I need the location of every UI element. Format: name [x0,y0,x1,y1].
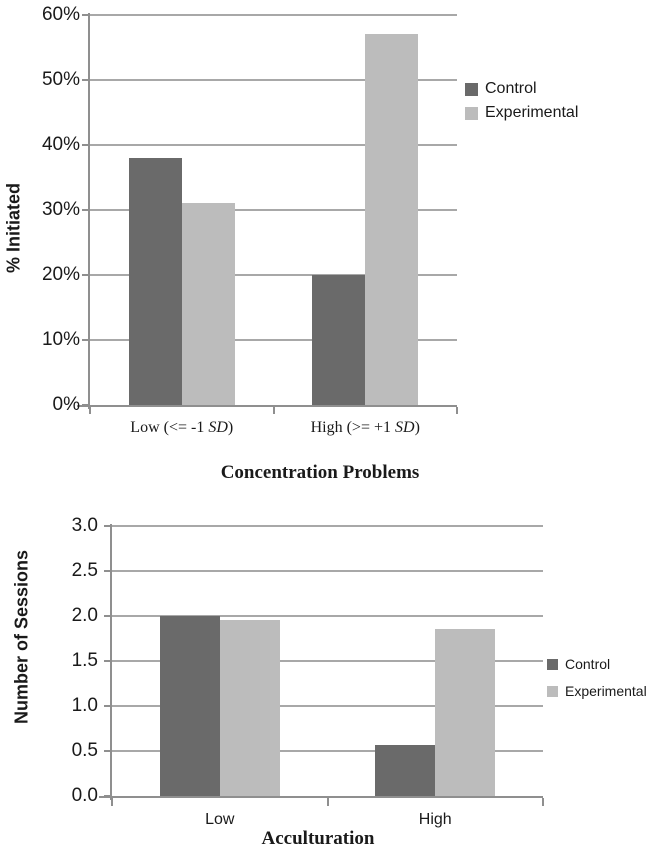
y-tick-mark [104,615,112,617]
legend-swatch-control [547,658,558,670]
legend-label-experimental: Experimental [565,683,647,699]
x-tick-mark [111,798,113,806]
y-tick-mark [82,274,90,276]
y-tick-label: 0.5 [71,740,98,761]
x-tick-mark [272,407,275,414]
y-tick-label: 50% [41,69,80,90]
legend-item-experimental: Experimental [465,104,578,122]
y-tick-label: 2.5 [71,560,98,581]
gridline [112,525,543,527]
bar-control-high-1-sd [312,275,365,405]
x-axis-line [77,405,457,407]
x-category-label: High (>= +1 SD) [310,419,420,436]
y-tick-label: 3.0 [71,515,98,536]
bar-experimental-high-1-sd [365,34,418,405]
bar-control-low [160,616,220,796]
y-tick-mark [82,14,90,16]
bar-control-high [375,745,435,796]
y-tick-mark [82,79,90,81]
y-tick-label: 60% [41,4,80,25]
bar-control-low-1-sd [129,158,182,405]
y-tick-mark [104,660,112,662]
x-category-label: High [418,811,452,828]
legend-swatch-experimental [547,685,558,697]
y-tick-mark [104,525,112,527]
y-tick-label: 1.0 [71,695,98,716]
y-tick-label: 40% [41,134,80,155]
y-tick-label: 2.0 [71,605,98,626]
y-tick-label: 0.0 [71,785,98,806]
y-axis-title: Number of Sessions [11,549,32,725]
x-axis-title: Acculturation [261,828,375,849]
x-tick-mark [326,798,329,806]
y-tick-mark [82,209,90,211]
x-category-label: Low (<= -1 SD) [130,419,234,436]
gridline [90,209,457,211]
x-axis-line [99,796,543,798]
legend-item-experimental: Experimental [547,683,647,699]
x-axis-title: Concentration Problems [220,462,420,483]
y-tick-label: 1.5 [71,650,98,671]
y-tick-label: 30% [41,199,80,220]
gridline [90,79,457,81]
bar-experimental-low-1-sd [182,203,235,405]
x-tick-mark [456,407,458,414]
x-tick-mark [89,407,91,414]
y-tick-label: 10% [41,329,80,350]
bar-experimental-high [435,629,495,796]
gridline [90,14,457,16]
gridline [112,660,543,662]
gridline [112,750,543,752]
legend-label-control: Control [485,80,537,97]
gridline [112,615,543,617]
legend-label-control: Control [565,656,611,672]
y-axis-line [88,13,90,409]
y-tick-mark [104,570,112,572]
y-axis-line [110,524,112,800]
legend-item-control: Control [465,80,537,98]
y-tick-mark [82,339,90,341]
gridline [90,339,457,341]
y-tick-mark [82,144,90,146]
gridline [112,570,543,572]
legend-swatch-experimental [465,106,478,120]
legend-swatch-control [465,82,478,96]
y-tick-mark [104,750,112,752]
gridline [90,274,457,276]
y-tick-label: 20% [41,264,80,285]
x-category-label: Low [205,811,235,828]
bar-experimental-low [220,620,280,796]
gridline [90,144,457,146]
y-tick-mark [104,705,112,707]
gridline [112,705,543,707]
x-tick-mark [542,798,544,806]
legend-item-control: Control [547,656,610,672]
legend-label-experimental: Experimental [485,104,579,121]
y-tick-label: 0% [52,394,80,415]
